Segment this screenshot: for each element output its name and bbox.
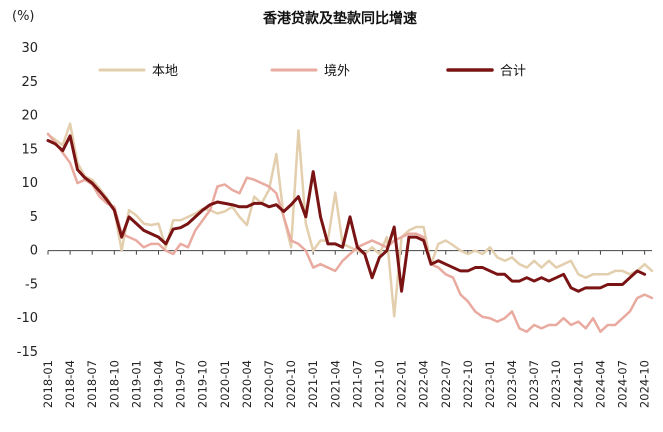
series-lines	[46, 122, 654, 333]
series-line-本地	[46, 122, 654, 318]
legend: 本地 境外 合计	[98, 64, 526, 79]
x-tick-label: 2022-10	[461, 360, 475, 408]
x-tick-label: 2022-04	[417, 360, 431, 408]
y-tick-label: 15	[21, 142, 38, 157]
x-tick-label: 2024-10	[638, 360, 652, 408]
x-tick-label: 2019-07	[174, 360, 188, 408]
x-tick-label: 2022-01	[395, 360, 409, 408]
x-tick-label: 2023-07	[527, 360, 541, 408]
series-line-境外	[46, 132, 654, 333]
legend-label: 合计	[500, 64, 526, 79]
x-tick-label: 2019-01	[129, 360, 143, 408]
legend-label: 境外	[324, 64, 350, 79]
y-tick-label: 10	[21, 176, 38, 191]
x-tick-label: 2019-04	[151, 360, 165, 408]
x-tick-label: 2020-01	[218, 360, 232, 408]
y-tick-label: -15	[17, 345, 38, 360]
x-tick-label: 2023-01	[483, 360, 497, 408]
x-tick-label: 2021-01	[306, 360, 320, 408]
x-tick-label: 2020-10	[284, 360, 298, 408]
x-axis: 2018-01 2018-04 2018-07 2018-10 2019-01 2019-…	[41, 250, 652, 408]
y-tick-label: -10	[17, 311, 38, 326]
x-tick-label: 2020-07	[262, 360, 276, 408]
y-tick-label: 25	[21, 75, 38, 90]
x-tick-label: 2018-01	[41, 360, 55, 408]
x-tick-label: 2018-10	[107, 360, 121, 408]
y-axis-unit: (%)	[12, 9, 35, 24]
y-tick-label: 0	[30, 244, 38, 259]
x-tick-label: 2019-10	[196, 360, 210, 408]
legend-label: 本地	[152, 64, 178, 79]
y-tick-label: -5	[25, 277, 38, 292]
y-tick-label: 30	[21, 41, 38, 56]
y-axis-ticks: -15 -10 -5 0 5 10 15 20 25 30	[17, 41, 38, 360]
x-tick-label: 2024-07	[616, 360, 630, 408]
x-tick-label: 2021-07	[350, 360, 364, 408]
x-tick-label: 2024-01	[571, 360, 585, 408]
x-tick-label: 2023-04	[505, 360, 519, 408]
x-tick-label: 2020-04	[240, 360, 254, 408]
chart-title: 香港贷款及垫款同比增速	[262, 10, 417, 27]
x-tick-label: 2022-07	[439, 360, 453, 408]
x-tick-label: 2021-10	[372, 360, 386, 408]
x-tick-label: 2021-04	[328, 360, 342, 408]
y-tick-label: 5	[30, 210, 38, 225]
x-tick-label: 2024-04	[593, 360, 607, 408]
x-tick-label: 2018-04	[63, 360, 77, 408]
y-tick-label: 20	[21, 109, 38, 124]
x-tick-label: 2018-07	[85, 360, 99, 408]
x-tick-label: 2023-10	[549, 360, 563, 408]
series-line-合计	[46, 134, 647, 293]
